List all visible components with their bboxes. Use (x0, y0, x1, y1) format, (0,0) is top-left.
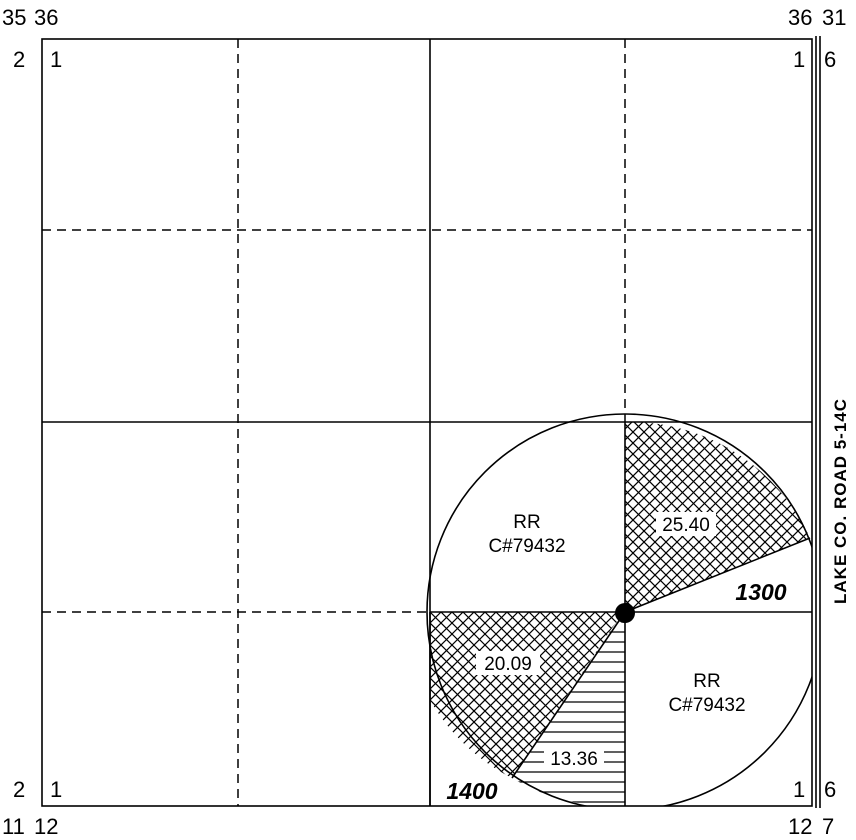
easement-number: C#79432 (668, 695, 745, 716)
hatch-line (430, 612, 487, 778)
hatch-line (430, 612, 509, 778)
section-numbers: 35 36 36 31 2 1 1 6 2 1 1 6 11 12 12 7 (2, 5, 846, 839)
section-frame (41, 36, 821, 808)
hatch-line (527, 612, 625, 778)
hatch-line (625, 421, 700, 612)
hatch-line (430, 612, 498, 778)
road-label: LAKE CO. ROAD 5-14C (831, 398, 850, 604)
parcel-label-1300: 1300 (735, 579, 786, 605)
hatch-line (549, 612, 625, 778)
hatch-line (625, 421, 744, 612)
hatch-line (430, 612, 432, 778)
hatch-line (836, 600, 856, 800)
hatch-line (430, 612, 454, 778)
label-1-bottom-left: 1 (50, 777, 62, 802)
label-1-top-right: 1 (793, 47, 805, 72)
label-12-right: 12 (788, 814, 812, 839)
hatch-line (430, 612, 476, 778)
hatch-line (430, 612, 520, 778)
hatch-line (625, 421, 678, 612)
hatch-line (430, 612, 553, 778)
hatch-line (560, 612, 625, 778)
hatch-line (430, 612, 465, 778)
hatch-line (625, 421, 711, 612)
hatch-line (430, 612, 575, 778)
hatch-line (430, 612, 564, 778)
hatch-line (430, 612, 443, 778)
area-label-sw: 20.09 (484, 654, 532, 675)
label-2-bottom: 2 (13, 777, 25, 802)
hatch-line (625, 421, 733, 612)
hatch-line (625, 421, 656, 612)
hatch-line (836, 600, 856, 800)
hatch-line (402, 410, 622, 630)
hatch-line (625, 421, 689, 612)
hatch-line (461, 612, 625, 778)
hatch-line (430, 612, 454, 778)
hatch-line (494, 612, 625, 778)
easement-circle (426, 413, 812, 806)
label-12-left: 12 (34, 814, 58, 839)
hatch-line (770, 600, 856, 800)
label-36-left: 36 (34, 5, 58, 30)
area-label-s: 13.36 (550, 749, 598, 770)
label-1-bottom-right: 1 (793, 777, 805, 802)
crosshatch-sw (220, 600, 856, 800)
hatch-line (402, 410, 622, 630)
hatch-line (380, 410, 600, 630)
hatch-line (759, 600, 856, 800)
label-7: 7 (822, 814, 834, 839)
easement-label-north: RR C#79432 (488, 512, 565, 557)
center-point-marker (615, 603, 635, 623)
hatch-line (430, 612, 443, 778)
hatch-line (430, 612, 432, 778)
easement-label-south: RR C#79432 (668, 671, 745, 716)
label-6-bottom: 6 (824, 777, 836, 802)
hatch-line (625, 421, 722, 612)
label-1-top-left: 1 (50, 47, 62, 72)
hatch-line (625, 421, 689, 612)
hatch-line (220, 600, 420, 800)
hatch-line (220, 600, 420, 800)
label-36-right: 36 (788, 5, 812, 30)
hatch-line (571, 612, 625, 778)
hatch-line (770, 600, 856, 800)
parcel-label-1400: 1400 (446, 778, 497, 804)
hatch-line (625, 421, 667, 612)
label-6-top: 6 (824, 47, 836, 72)
hatch-line (430, 612, 531, 778)
hatch-line (825, 600, 856, 800)
hatch-line (625, 421, 755, 612)
hatch-line (391, 410, 611, 630)
hatch-line (625, 421, 678, 612)
hatch-line (391, 410, 611, 630)
hatch-line (803, 600, 856, 800)
hatch-line (538, 612, 625, 778)
hatch-line (380, 410, 600, 630)
hatch-line (430, 612, 542, 778)
hatch-line (781, 600, 856, 800)
easement-number: C#79432 (488, 536, 565, 557)
hatch-line (625, 421, 700, 612)
easement-type: RR (513, 512, 540, 533)
hatch-line (759, 600, 856, 800)
hatch-line (803, 600, 856, 800)
easement-type: RR (693, 671, 720, 692)
label-11: 11 (2, 814, 25, 839)
parcel-division-lines (429, 537, 811, 806)
hatch-line (625, 421, 667, 612)
label-35: 35 (2, 5, 26, 30)
hatch-line (825, 600, 856, 800)
label-2-top: 2 (13, 47, 25, 72)
hatch-line (430, 612, 597, 778)
hatch-line (625, 421, 656, 612)
hatch-line (430, 612, 586, 778)
hatch-line (781, 600, 856, 800)
label-31: 31 (822, 5, 846, 30)
hatch-line (430, 612, 531, 778)
area-label-ne: 25.40 (662, 515, 710, 536)
hatch-line (737, 600, 856, 800)
hatch-line (737, 600, 856, 800)
